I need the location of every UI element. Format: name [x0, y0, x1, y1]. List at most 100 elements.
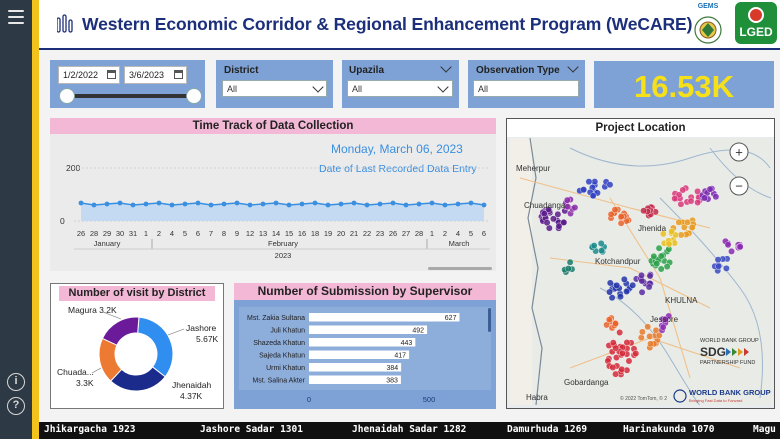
location-point [585, 178, 593, 186]
wb-line: WORLD BANK GROUP [700, 338, 759, 344]
location-point [677, 200, 685, 208]
location-point [571, 204, 579, 211]
date-slider-end-handle[interactable] [186, 88, 202, 104]
x-tick-label: 5 [469, 229, 473, 238]
wb-logo-text: WORLD BANK GROUP [689, 388, 771, 397]
location-point [646, 272, 654, 280]
location-point [608, 294, 616, 302]
project-location-panel: Project Location Meherpur Chuadanga Jhenid… [506, 118, 775, 409]
x-tick-label: 6 [482, 229, 486, 238]
calendar-icon[interactable] [174, 70, 183, 79]
wb-line: SDG [700, 345, 726, 359]
bar-category-label: Mst. Salina Akter [252, 378, 305, 385]
location-point [564, 203, 572, 211]
x-tick-label: 18 [311, 229, 319, 238]
data-point [468, 200, 474, 206]
bar-chart-icon [57, 14, 73, 33]
data-point [338, 201, 344, 207]
last-date-value: Monday, March 06, 2023 [331, 142, 463, 156]
x-tick-label: 29 [103, 229, 111, 238]
location-point [653, 260, 661, 267]
location-point [612, 344, 620, 352]
x-tick-label: 28 [415, 229, 423, 238]
location-point [659, 230, 667, 238]
x-tick-label: 7 [209, 229, 213, 238]
place-label: Meherpur [516, 164, 551, 173]
end-date-input[interactable]: 3/6/2023 [124, 66, 187, 84]
location-point [620, 275, 628, 283]
zoom-symbol: − [735, 179, 743, 194]
zoom-out-button[interactable]: − [729, 176, 749, 196]
month-label: January [94, 239, 121, 248]
bar-value-label: 383 [386, 378, 398, 385]
time-track-title: Time Track of Data Collection [50, 118, 496, 134]
data-point [403, 202, 409, 208]
location-point [684, 218, 691, 226]
location-point [657, 252, 665, 260]
location-point [714, 256, 722, 264]
district-select[interactable]: All [222, 80, 327, 97]
data-point [260, 201, 266, 207]
sidebar: i ? [0, 0, 32, 439]
bar-value-label: 384 [386, 365, 398, 372]
district-label: District [224, 65, 259, 76]
location-point [694, 199, 702, 206]
date-slider-start-handle[interactable] [59, 88, 75, 104]
bar-value-label: 417 [394, 353, 406, 360]
place-label: Kotchandpur [595, 257, 641, 266]
bar-category-label: Juli Khatun [270, 328, 305, 335]
slice-label: Jhenaidah 4.37K [172, 380, 212, 401]
supervisor-submissions-panel: Number of Submission by Supervisor Mst. … [234, 283, 496, 409]
location-point [597, 240, 605, 247]
data-point [390, 200, 396, 206]
x-tick-label: 20 [337, 229, 345, 238]
location-point [545, 206, 552, 213]
month-label: March [449, 239, 470, 248]
location-point [563, 196, 571, 204]
help-icon[interactable]: ? [7, 397, 25, 415]
start-date-input[interactable]: 1/2/2022 [58, 66, 120, 84]
calendar-icon[interactable] [107, 70, 116, 79]
data-point [351, 200, 357, 206]
location-point [606, 279, 614, 287]
time-track-panel: Time Track of Data Collection Monday, Ma… [50, 118, 496, 271]
month-label: February [268, 239, 298, 248]
sdg-arrow [726, 348, 731, 356]
zoom-circle [729, 142, 749, 162]
data-point [273, 200, 279, 206]
x-tick-label: 6 [196, 229, 200, 238]
road [609, 197, 691, 379]
x-tick-label: 28 [90, 229, 98, 238]
data-point [169, 202, 175, 208]
zoom-in-button[interactable]: + [729, 142, 749, 162]
lged-logo: LGED [735, 2, 777, 44]
observation-type-label: Observation Type [476, 65, 560, 76]
location-point [655, 331, 663, 339]
info-icon[interactable]: i [7, 373, 25, 391]
location-point [550, 215, 557, 223]
wb-logo-subtext: Bringing Fast Data to Forward [689, 398, 742, 403]
data-point [195, 200, 201, 206]
date-slider-track[interactable] [67, 94, 195, 98]
donut-slice [101, 316, 140, 346]
district-ticker: Jhikargacha 1923 Jashore Sadar 1301 Jhen… [39, 422, 780, 439]
location-point [680, 223, 688, 231]
data-point [234, 200, 240, 206]
x-tick-label: 2 [443, 229, 447, 238]
location-point [617, 293, 624, 301]
upazila-select[interactable]: All [347, 80, 453, 97]
location-point [555, 222, 563, 230]
bar [309, 338, 416, 347]
project-location-map[interactable]: Meherpur Chuadanga Jhenida Kotchandpur KHULN… [510, 138, 771, 405]
menu-icon[interactable] [8, 10, 24, 24]
location-point [625, 357, 633, 365]
wb-globe-icon [673, 389, 687, 403]
location-point [606, 181, 614, 189]
observation-type-select[interactable]: All [473, 80, 579, 97]
data-point [455, 201, 461, 207]
place-label: Habra [526, 393, 548, 402]
bar-value-label: 443 [401, 340, 413, 347]
